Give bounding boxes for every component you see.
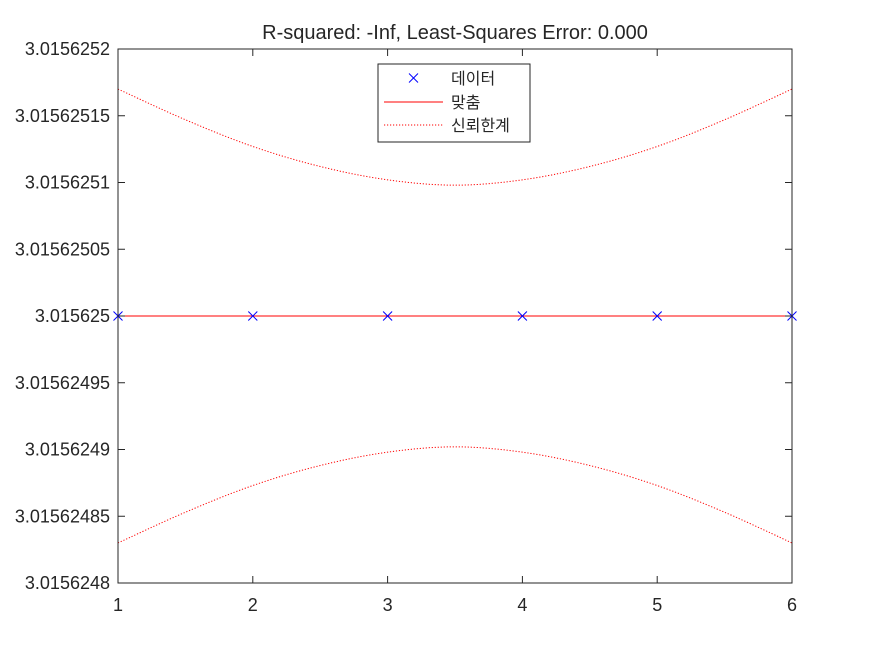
- x-tick-label: 1: [113, 595, 123, 615]
- legend-marker-stroke: [408, 73, 419, 83]
- y-tick-label: 3.015625: [35, 306, 110, 326]
- y-tick-label: 3.01562515: [15, 106, 110, 126]
- chart-title: R-squared: -Inf, Least-Squares Error: 0.…: [262, 22, 648, 44]
- y-tick-label: 3.0156251: [25, 173, 110, 193]
- y-tick-label: 3.01562495: [15, 373, 110, 393]
- x-tick-label: 2: [248, 595, 258, 615]
- x-tick-label: 4: [517, 595, 527, 615]
- legend-box: [377, 63, 531, 143]
- y-tick-label: 3.01562505: [15, 239, 110, 259]
- data-point-stroke: [382, 311, 393, 321]
- legend-label: 맞춤: [451, 94, 480, 112]
- data-point-stroke: [517, 311, 528, 321]
- x-tick-label: 5: [652, 595, 662, 615]
- data-point-stroke: [652, 311, 663, 321]
- data-point: [247, 311, 258, 321]
- data-point: [652, 311, 663, 321]
- y-tick-label: 3.01562485: [15, 506, 110, 526]
- y-tick-label: 3.0156252: [25, 39, 110, 59]
- data-point-stroke: [247, 311, 258, 321]
- x-tick-label: 3: [383, 595, 393, 615]
- legend-label: 데이터: [451, 70, 495, 88]
- data-point: [382, 311, 393, 321]
- legend-marker-data: [408, 73, 419, 83]
- y-tick-label: 3.0156248: [25, 573, 110, 593]
- x-tick-label: 6: [787, 595, 797, 615]
- axes-layer: 1 2 3 4 5 6 3.0156248 3.01562485 3.0156249 3.0156…: [15, 39, 797, 615]
- y-tick-label: 3.0156249: [25, 440, 110, 460]
- legend-label: 신뢰한계: [451, 117, 510, 135]
- data-point: [517, 311, 528, 321]
